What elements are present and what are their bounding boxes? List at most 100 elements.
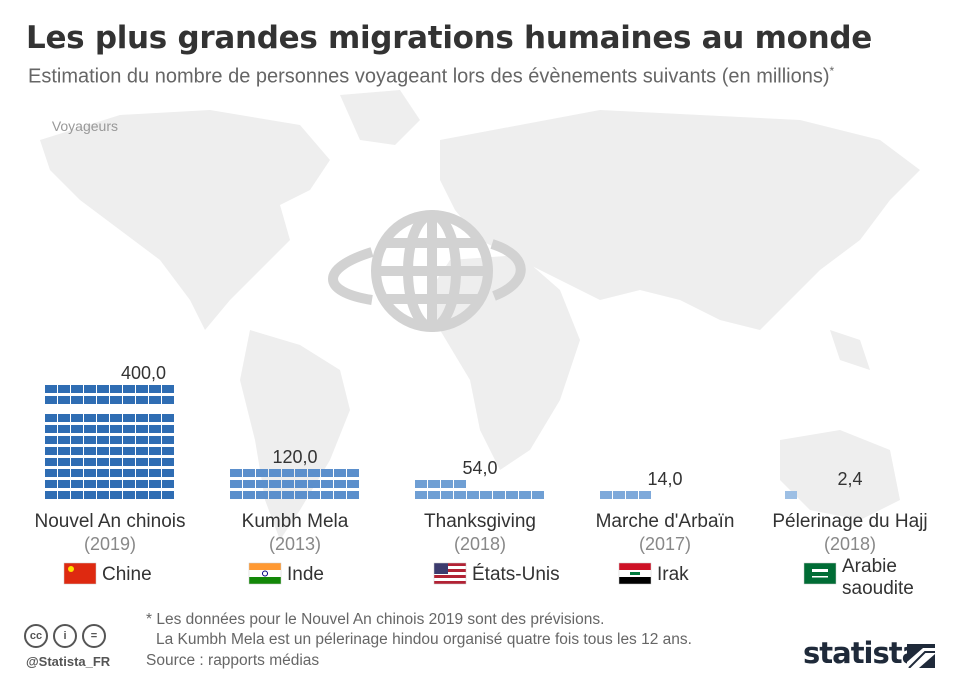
waffle-square <box>162 436 174 444</box>
waffle-square <box>295 480 307 488</box>
waffle-square <box>97 385 109 393</box>
waffle-square <box>295 491 307 499</box>
waffle-square <box>97 436 109 444</box>
waffle-square <box>71 385 83 393</box>
waffle-square <box>149 447 161 455</box>
waffle-square <box>162 414 174 422</box>
waffle-square <box>58 458 70 466</box>
waffle-square <box>149 480 161 488</box>
waffle-square <box>45 447 57 455</box>
country-flag-icon <box>63 562 97 585</box>
waffle-square <box>162 469 174 477</box>
value-label: 400,0 <box>121 363 166 383</box>
waffle-square <box>84 425 96 433</box>
waffle-square <box>110 385 122 393</box>
subtitle-footnote-mark: * <box>829 64 835 78</box>
waffle-square <box>110 425 122 433</box>
waffle-square <box>71 458 83 466</box>
category-label: Pélerinage du Hajj <box>772 511 927 532</box>
statista-logo-mark <box>907 644 935 668</box>
bar-5 <box>785 491 797 499</box>
waffle-square <box>243 491 255 499</box>
waffle-square <box>428 491 440 499</box>
waffle-square <box>84 469 96 477</box>
waffle-square <box>639 491 651 499</box>
waffle-square <box>626 491 638 499</box>
y-axis-label: Voyageurs <box>52 118 118 134</box>
footnote-line-2: La Kumbh Mela est un pélerinage hindou o… <box>156 631 692 648</box>
value-label: 2,4 <box>837 469 862 489</box>
waffle-square <box>58 425 70 433</box>
waffle-square <box>136 491 148 499</box>
waffle-square <box>149 458 161 466</box>
waffle-square <box>97 458 109 466</box>
waffle-square <box>71 425 83 433</box>
waffle-square <box>84 458 96 466</box>
country-label: Arabie saoudite <box>842 556 914 599</box>
country-label: États-Unis <box>472 564 560 585</box>
waffle-square <box>71 480 83 488</box>
subtitle-text: Estimation du nombre de personnes voyage… <box>28 65 830 88</box>
waffle-square <box>71 469 83 477</box>
waffle-square <box>243 469 255 477</box>
waffle-square <box>334 491 346 499</box>
bar-1 <box>45 385 174 499</box>
waffle-square <box>97 425 109 433</box>
value-label: 54,0 <box>462 458 497 478</box>
twitter-handle: @Statista_FR <box>26 654 111 669</box>
license-icons: cc i = <box>24 624 106 648</box>
globe-icon <box>328 210 526 332</box>
waffle-square <box>347 469 359 477</box>
waffle-square <box>136 414 148 422</box>
waffle-square <box>162 447 174 455</box>
waffle-square <box>58 396 70 404</box>
waffle-square <box>334 480 346 488</box>
waffle-square <box>321 480 333 488</box>
waffle-square <box>136 447 148 455</box>
waffle-square <box>84 436 96 444</box>
waffle-square <box>308 491 320 499</box>
source-text: Source : rapports médias <box>146 652 320 669</box>
waffle-square <box>454 480 466 488</box>
waffle-square <box>110 414 122 422</box>
waffle-square <box>162 480 174 488</box>
waffle-square <box>243 480 255 488</box>
waffle-square <box>97 447 109 455</box>
waffle-square <box>97 396 109 404</box>
waffle-square <box>45 425 57 433</box>
waffle-square <box>149 425 161 433</box>
waffle-square <box>149 396 161 404</box>
waffle-square <box>256 491 268 499</box>
bar-2 <box>230 469 359 499</box>
waffle-square <box>308 480 320 488</box>
waffle-square <box>97 480 109 488</box>
value-label: 120,0 <box>272 447 317 467</box>
waffle-square <box>136 425 148 433</box>
waffle-square <box>428 480 440 488</box>
waffle-square <box>269 480 281 488</box>
waffle-square <box>600 491 612 499</box>
waffle-square <box>347 480 359 488</box>
waffle-square <box>71 396 83 404</box>
waffle-square <box>84 414 96 422</box>
waffle-square <box>45 480 57 488</box>
category-label: Thanksgiving <box>424 511 536 532</box>
waffle-square <box>71 491 83 499</box>
country-flag-icon <box>803 562 837 585</box>
statista-logo: statista <box>803 636 921 670</box>
waffle-square <box>269 491 281 499</box>
waffle-square <box>45 396 57 404</box>
chart-subtitle: Estimation du nombre de personnes voyage… <box>28 64 834 89</box>
waffle-square <box>162 458 174 466</box>
waffle-square <box>269 469 281 477</box>
waffle-square <box>467 491 479 499</box>
waffle-square <box>282 469 294 477</box>
waffle-square <box>230 480 242 488</box>
country-flag-icon <box>248 562 282 585</box>
waffle-square <box>136 436 148 444</box>
waffle-square <box>45 458 57 466</box>
waffle-square <box>136 469 148 477</box>
waffle-square <box>149 469 161 477</box>
waffle-square <box>282 480 294 488</box>
